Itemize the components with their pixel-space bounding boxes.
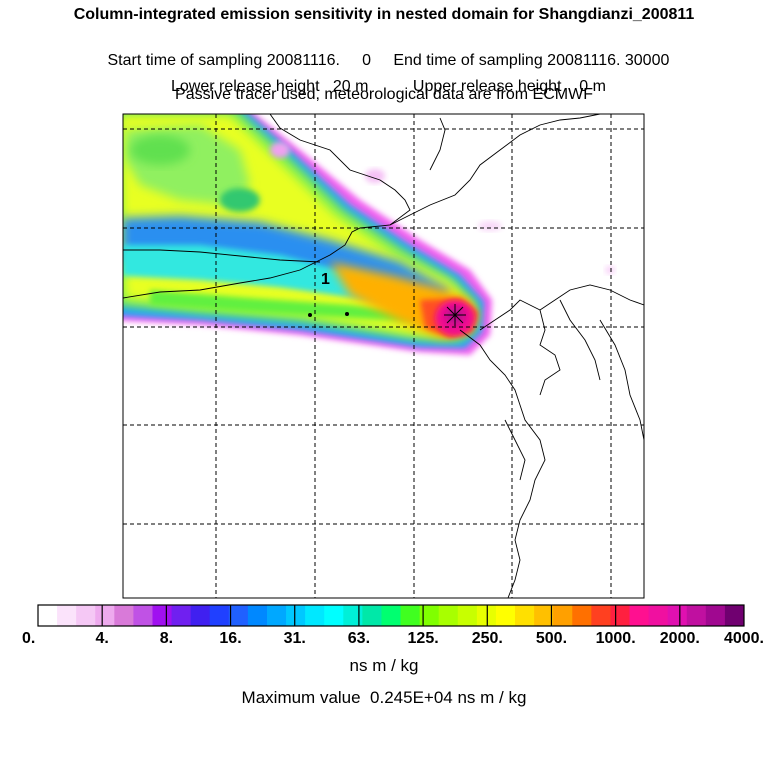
colorbar-tick-label: 2000.: [659, 630, 700, 647]
city-dot: [345, 312, 349, 316]
lower-height-value: 20 m: [332, 78, 369, 95]
colorbar-swatch: [228, 605, 249, 626]
colorbar-swatch: [362, 605, 382, 626]
colorbar-swatch: [667, 605, 688, 626]
colorbar-swatch: [95, 605, 115, 626]
colorbar-swatch: [591, 605, 611, 626]
colorbar-swatch: [190, 605, 211, 626]
release-site-marker: [444, 304, 466, 326]
start-time-label: Start time of sampling: [107, 52, 263, 69]
colorbar-tick-label: 8.: [159, 630, 174, 647]
colorbar-tick-label: 250.: [471, 630, 503, 647]
colorbar-swatch: [324, 605, 344, 626]
colorbar-swatch: [76, 605, 96, 626]
colorbar-swatch: [133, 605, 153, 626]
lower-height-label: Lower release height: [170, 78, 320, 95]
release-height-line: Lower release height 20 m Upper release …: [0, 60, 768, 96]
colorbar-tick-label: 4.: [95, 630, 109, 647]
maximum-value-text: Maximum value 0.245E+04 ns m / kg: [241, 688, 527, 707]
lat-lon-grid: [123, 114, 644, 598]
colorbar-swatch: [114, 605, 134, 626]
colorbar-swatch: [343, 605, 363, 626]
colorbar-tick-label: 16.: [219, 630, 242, 647]
colorbar-swatch: [438, 605, 459, 626]
colorbar-swatch: [209, 605, 230, 626]
colorbar-swatch: [534, 605, 554, 626]
upper-height-value: 0 m: [579, 78, 606, 95]
colorbar-swatch: [515, 605, 535, 626]
colorbar-units-label: ns m / kg: [349, 656, 419, 675]
colorbar-tick-label: 0.: [22, 630, 36, 647]
colorbar-swatch: [419, 605, 440, 626]
colorbar-tick-label: 63.: [347, 630, 371, 647]
colorbar-swatch: [286, 605, 306, 626]
sensitivity-plume: [123, 114, 615, 355]
upper-height-label: Upper release height: [412, 78, 562, 95]
colorbar-swatch: [629, 605, 650, 626]
colorbar-swatch: [247, 605, 268, 626]
sampling-time-line: Start time of sampling 20081116. 0 End t…: [0, 34, 768, 70]
contour-label: 1: [321, 271, 330, 288]
colorbar-tick-label: 125.: [407, 630, 439, 647]
colorbar-tick-label: 1000.: [595, 630, 636, 647]
colorbar-swatch: [572, 605, 592, 626]
colorbar-swatch: [38, 605, 58, 626]
chart-title: Column-integrated emission sensitivity i…: [73, 6, 695, 23]
colorbar-swatch: [457, 605, 478, 626]
colorbar-swatch: [495, 605, 516, 626]
colorbar-tick-label: 500.: [535, 630, 568, 647]
colorbar-swatch: [400, 605, 421, 626]
colorbar-tick-label: 4000.: [723, 630, 764, 647]
end-time-value: 20081116. 30000: [547, 52, 670, 69]
colorbar-swatch: [476, 605, 497, 626]
city-dot: [308, 313, 312, 317]
colorbar-swatch: [610, 605, 631, 626]
colorbar-swatch: [553, 605, 573, 626]
coastlines-and-borders: [123, 114, 644, 598]
colorbar-swatch: [305, 605, 325, 626]
start-time-value: 20081116. 0: [266, 52, 372, 69]
colorbar-tick-label: 31.: [283, 630, 306, 647]
colorbar-swatch: [266, 605, 287, 626]
colorbar-swatch: [705, 605, 726, 626]
end-time-label: End time of sampling: [393, 52, 543, 69]
colorbar-swatch: [381, 605, 402, 626]
tracer-info-line: Passive tracer used, meteorological data…: [175, 86, 593, 103]
colorbar-swatch: [648, 605, 669, 626]
map-frame: [122, 113, 645, 599]
colorbar-swatch: [152, 605, 173, 626]
colorbar-swatch: [171, 605, 192, 626]
colorbar-swatch: [57, 605, 77, 626]
colorbar-swatch: [724, 605, 745, 626]
colorbar-swatch: [686, 605, 707, 626]
colorbar-frame: [37, 604, 745, 627]
